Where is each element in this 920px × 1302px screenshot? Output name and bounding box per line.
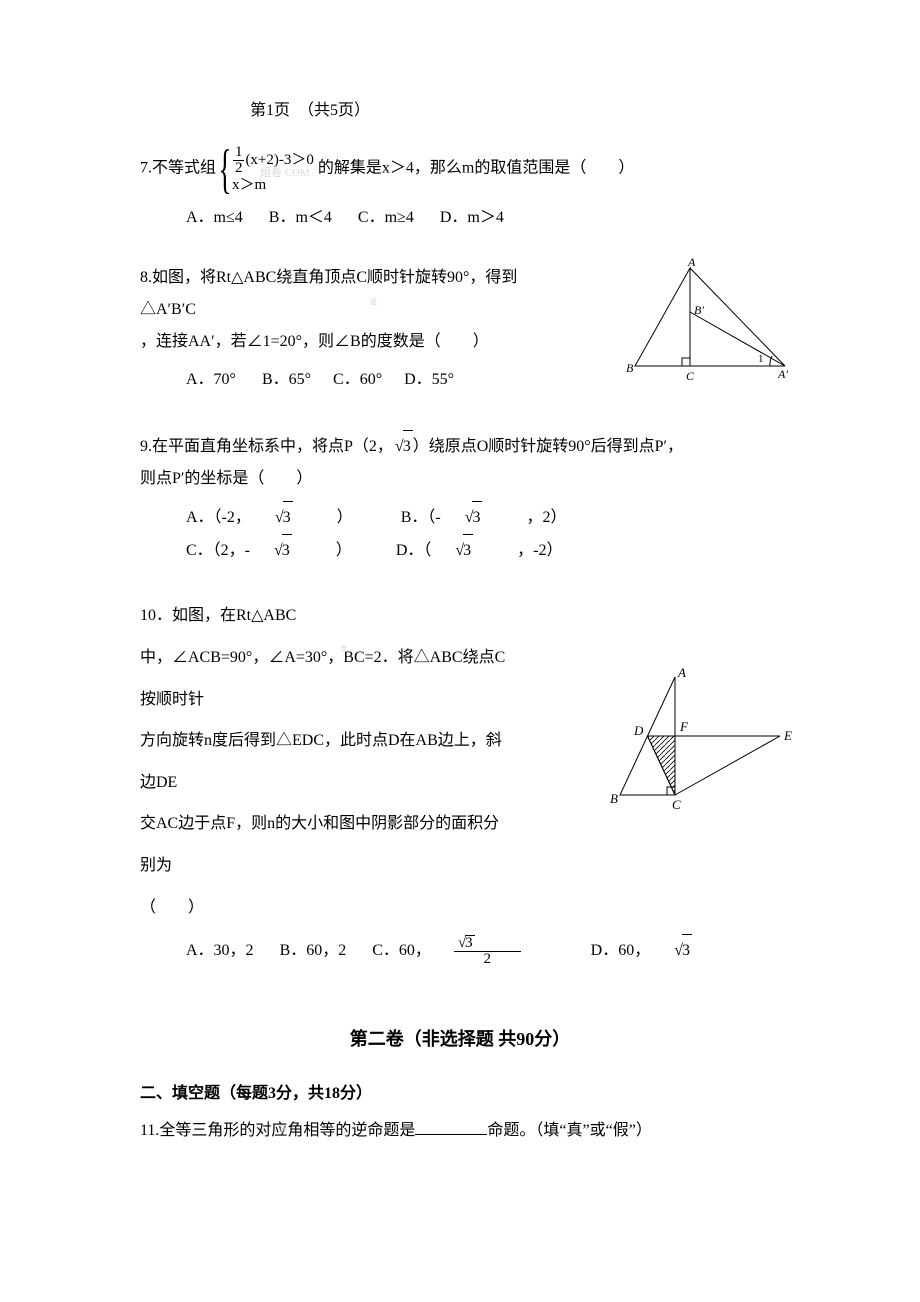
svg-text:B: B	[626, 361, 634, 375]
blank-line-icon	[415, 1119, 487, 1135]
sqrt-radicand: 3	[472, 501, 482, 534]
sqrt-icon: 3	[273, 501, 315, 534]
q9-options: A．（-2， 3 ） B．（- 3 ，2） C．（2，- 3 ） D．（ 3 ，-2）	[140, 501, 780, 567]
q9-d-pre: D．（	[396, 535, 432, 567]
q9-c-pre: C．（2，-	[186, 535, 250, 567]
svg-text:B: B	[610, 791, 618, 806]
q7-options: A．m≤4 B．m＜4 C．m≥4 D．m＞4	[140, 202, 780, 234]
q9-opt-c: C．（2，- 3 ）	[186, 534, 374, 567]
question-9: 9.在平面直角坐标系中，将点P（2，3）绕原点O顺时针旋转90°后得到点P′， …	[140, 430, 780, 567]
q10-l3: 方向旋转n度后得到△EDC，此时点D在AB边上，斜边DE	[140, 732, 502, 791]
q7-opt-c: C．m≥4	[358, 202, 414, 234]
q7-opt-a: A．m≤4	[186, 202, 243, 234]
sqrt-radicand: 3	[403, 430, 413, 463]
frac-num: 1	[233, 145, 245, 161]
q7-suffix: 的解集是x＞4，那么m的取值范围是（ ）	[318, 160, 634, 177]
q9-opt-d: D．（ 3 ，-2）	[396, 534, 585, 567]
question-11: 网 11.全等三角形的对应角相等的逆命题是命题。（填“真”或“假”）	[140, 1119, 780, 1142]
sqrt-icon: 3	[453, 534, 495, 567]
q7-opt-b: B．m＜4	[269, 202, 332, 234]
question-8: 组 8.如图，将Rt△ABC绕直角顶点C顺时针旋转90°，得到△A′B′C ，连…	[140, 262, 780, 402]
sqrt-radicand: 3	[465, 935, 475, 951]
q11-pre: 11.全等三角形的对应角相等的逆命题是	[140, 1122, 415, 1139]
q7-sys-row2: x＞m	[232, 176, 314, 194]
q9-a-pre: A．（-2，	[186, 502, 251, 534]
page-header: 第1页 （共5页）	[140, 100, 780, 122]
q10-options: A．30，2 B．60，2 C．60，32 D．60，3	[140, 934, 780, 967]
q10-opt-b: B．60，2	[280, 935, 347, 967]
svg-text:B′: B′	[694, 303, 704, 317]
fraction-icon: 12	[233, 145, 245, 176]
q9-opt-a: A．（-2， 3 ）	[186, 501, 375, 534]
q9-pre: 9.在平面直角坐标系中，将点P（2，	[140, 438, 393, 455]
q10-d-pre: D．60，	[591, 935, 651, 967]
sqrt-icon: 3	[456, 935, 497, 951]
q10-l1: 10．如图，在Rt△ABC	[140, 607, 296, 624]
q8-line2: ，连接AA′，若∠1=20°，则∠B的度数是（ ）	[140, 333, 489, 350]
q8-opt-c: C．60°	[333, 364, 382, 396]
sqrt-icon: 3	[272, 534, 314, 567]
svg-text:C: C	[672, 797, 681, 812]
question-7: 组卷 COM 7.不等式组{ 12(x+2)-3＞0 x＞m 的解集是x＞4，那…	[140, 142, 780, 234]
sqrt-icon: 3	[672, 934, 714, 967]
q9-b-mid: ，2）	[526, 502, 566, 534]
q10-l2: 中，∠ACB=90°，∠A=30°，BC=2．将△ABC绕点C按顺时针	[140, 649, 505, 708]
q10-opt-c: C．60， 32	[372, 935, 564, 967]
fraction-icon: 32	[454, 935, 543, 967]
svg-text:A′: A′	[777, 367, 788, 381]
q8-stem: 8.如图，将Rt△ABC绕直角顶点C顺时针旋转90°，得到△A′B′C ，连接A…	[140, 262, 570, 358]
section-2-title: 第二卷（非选择题 共90分）	[140, 1027, 780, 1052]
q7-opt-d: D．m＞4	[440, 202, 504, 234]
sqrt-icon: 3	[393, 430, 413, 463]
svg-text:E: E	[783, 728, 792, 743]
q7-stem: 7.不等式组{ 12(x+2)-3＞0 x＞m 的解集是x＞4，那么m的取值范围…	[140, 142, 780, 196]
q9-post: ）绕原点O顺时针旋转90°后得到点P′，	[413, 438, 683, 455]
q10-stem: 10．如图，在Rt△ABC 中，∠ACB=90°，∠A=30°，BC=2．将△A…	[140, 595, 510, 928]
frac-num: 3	[454, 935, 521, 952]
q11-post: 命题。（填“真”或“假”）	[487, 1122, 651, 1139]
svg-text:F: F	[679, 719, 689, 734]
sqrt-radicand: 3	[463, 534, 473, 567]
q9-d-post: ，-2）	[517, 535, 562, 567]
sqrt-radicand: 3	[682, 934, 692, 967]
q10-l5: （ ）	[140, 899, 204, 916]
q10-opt-a: A．30，2	[186, 935, 254, 967]
q8-options: A．70° B．65° C．60° D．55°	[140, 364, 570, 396]
svg-text:A: A	[687, 256, 696, 269]
q10-l4: 交AC边于点F，则n的大小和图中阴影部分的面积分别为	[140, 815, 499, 874]
svg-text:D: D	[633, 723, 644, 738]
q10-figure: A B C D E F	[600, 665, 800, 822]
q10-c-pre: C．60，	[372, 935, 431, 967]
svg-text:A: A	[677, 665, 686, 680]
q8-line1: 8.如图，将Rt△ABC绕直角顶点C顺时针旋转90°，得到△A′B′C	[140, 269, 517, 318]
q8-opt-d: D．55°	[404, 364, 454, 396]
q8-opt-b: B．65°	[262, 364, 311, 396]
sqrt-icon: 3	[463, 501, 505, 534]
q9-opt-b: B．（- 3 ，2）	[401, 501, 589, 534]
q7-sys-row1: 12(x+2)-3＞0	[232, 145, 314, 176]
q9-line2: 则点P′的坐标是（ ）	[140, 470, 312, 487]
q10-opt-d: D．60， 3	[591, 934, 736, 967]
q7-system: 12(x+2)-3＞0 x＞m	[232, 145, 314, 194]
sqrt-radicand: 3	[283, 501, 293, 534]
q8-figure: A B C A′ B′ 1	[620, 256, 790, 393]
q7-prefix: 7.不等式组	[140, 160, 216, 177]
q7-row1-rest: (x+2)-3＞0	[245, 152, 313, 168]
svg-text:1: 1	[758, 353, 764, 365]
svg-text:C: C	[686, 369, 695, 383]
q9-a-post: ）	[337, 502, 353, 534]
fill-blank-header: 二、填空题（每题3分，共18分）	[140, 1083, 780, 1105]
q9-stem: 9.在平面直角坐标系中，将点P（2，3）绕原点O顺时针旋转90°后得到点P′， …	[140, 430, 780, 495]
sqrt-radicand: 3	[282, 534, 292, 567]
q9-b-pre: B．（-	[401, 502, 441, 534]
frac-den: 2	[454, 952, 521, 967]
question-10: 卷 10．如图，在Rt△ABC 中，∠ACB=90°，∠A=30°，BC=2．将…	[140, 595, 780, 967]
q8-opt-a: A．70°	[186, 364, 236, 396]
q9-c-post: ）	[336, 535, 352, 567]
brace-icon: {	[218, 142, 231, 196]
frac-den: 2	[233, 161, 245, 176]
